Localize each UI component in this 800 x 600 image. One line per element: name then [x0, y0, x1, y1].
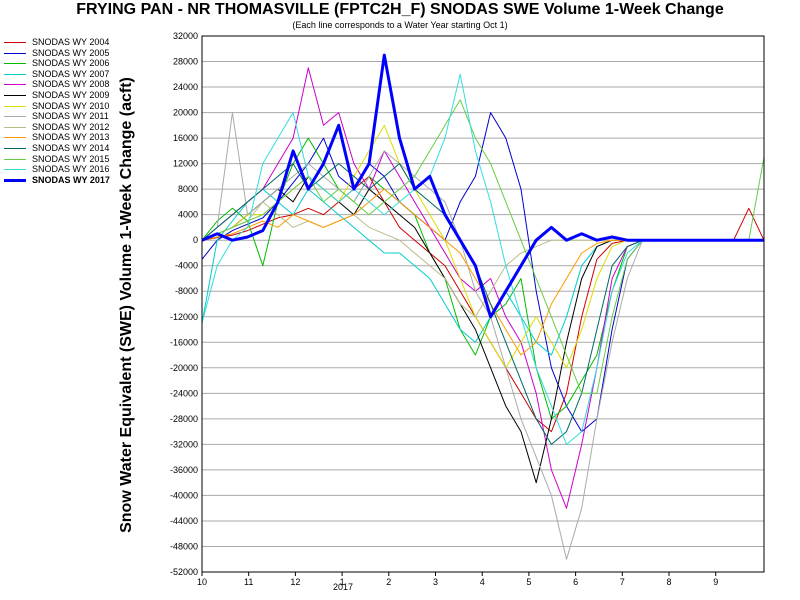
legend-label: SNODAS WY 2013 [32, 132, 110, 143]
grid-lines [202, 35, 764, 573]
legend-swatch [4, 137, 26, 139]
legend-item: SNODAS WY 2005 [4, 48, 154, 59]
x-tick-label: 3 [433, 577, 438, 587]
legend-item: SNODAS WY 2010 [4, 101, 154, 112]
legend-swatch [4, 94, 26, 96]
y-tick-label: -28000 [170, 414, 198, 424]
x-axis-year-label: 2017 [333, 582, 353, 592]
y-tick-label: 24000 [173, 82, 198, 92]
legend-label: SNODAS WY 2011 [32, 111, 109, 122]
x-tick-label: 4 [480, 577, 485, 587]
y-tick-label: -52000 [170, 567, 198, 577]
x-tick-label: 10 [197, 577, 207, 587]
y-tick-label: -20000 [170, 363, 198, 373]
legend-label: SNODAS WY 2014 [32, 142, 110, 153]
y-tick-label: 8000 [178, 184, 198, 194]
x-tick-label: 5 [526, 577, 531, 587]
legend-label: SNODAS WY 2007 [32, 68, 110, 79]
legend-item: SNODAS WY 2006 [4, 58, 154, 69]
legend-swatch [4, 169, 26, 171]
legend-label: SNODAS WY 2016 [32, 164, 110, 175]
legend-item: SNODAS WY 2008 [4, 79, 154, 90]
x-tick-label: 2 [386, 577, 391, 587]
legend-label: SNODAS WY 2004 [32, 37, 110, 47]
legend-swatch [4, 147, 26, 149]
legend-label: SNODAS WY 2015 [32, 153, 110, 164]
legend-swatch [4, 84, 26, 86]
legend-swatch [4, 52, 26, 54]
legend-item: SNODAS WY 2015 [4, 154, 154, 165]
x-tick-label: 12 [290, 577, 300, 587]
legend-label: SNODAS WY 2006 [32, 58, 110, 69]
legend-item: SNODAS WY 2007 [4, 69, 154, 80]
y-tick-label: -40000 [170, 490, 198, 500]
legend-label: SNODAS WY 2017 [32, 174, 110, 185]
y-tick-label: -36000 [170, 465, 198, 475]
x-axis-ticks: 10 11 12 1 2 3 4 5 6 7 8 9 [197, 572, 718, 587]
y-tick-label: 4000 [178, 210, 198, 220]
y-tick-label: -32000 [170, 439, 198, 449]
x-tick-label: 1 [340, 577, 345, 587]
legend-item: SNODAS WY 2016 [4, 164, 154, 175]
y-tick-label: 28000 [173, 57, 198, 67]
x-tick-label: 7 [620, 577, 625, 587]
legend-label: SNODAS WY 2008 [32, 79, 110, 90]
y-tick-label: -24000 [170, 388, 198, 398]
series-layer [201, 53, 765, 560]
legend-label: SNODAS WY 2010 [32, 100, 110, 111]
y-tick-label: 20000 [173, 108, 198, 118]
y-tick-label: 0 [193, 235, 198, 245]
legend-label: SNODAS WY 2012 [32, 121, 110, 132]
legend-swatch [4, 105, 26, 107]
y-tick-label: -8000 [175, 286, 198, 296]
legend-swatch [4, 73, 26, 75]
x-tick-label: 9 [713, 577, 718, 587]
y-tick-label: -48000 [170, 541, 198, 551]
legend-label: SNODAS WY 2005 [32, 47, 110, 58]
legend-item: SNODAS WY 2017 [4, 175, 154, 186]
legend-item: SNODAS WY 2011 [4, 111, 154, 122]
legend-label: SNODAS WY 2009 [32, 89, 110, 100]
legend-item: SNODAS WY 2014 [4, 143, 154, 154]
legend-swatch [4, 63, 26, 65]
y-tick-label: -12000 [170, 312, 198, 322]
legend-swatch [4, 178, 26, 182]
legend-swatch [4, 42, 26, 43]
y-tick-label: -44000 [170, 516, 198, 526]
y-tick-label: 32000 [173, 31, 198, 41]
x-tick-label: 8 [666, 577, 671, 587]
chart-title: FRYING PAN - NR THOMASVILLE (FPTC2H_F) S… [76, 1, 724, 18]
y-tick-label: -4000 [175, 261, 198, 271]
y-tick-label: -16000 [170, 337, 198, 347]
legend: SNODAS WY 2004 SNODAS WY 2005 SNODAS WY 20… [4, 37, 154, 185]
y-tick-label: 16000 [173, 133, 198, 143]
y-axis-ticks: 32000 28000 24000 20000 16000 12000 8000 4000 0 -… [170, 31, 198, 577]
chart-subtitle: (Each line corresponds to a Water Year s… [292, 20, 508, 30]
legend-item: SNODAS WY 2013 [4, 132, 154, 143]
legend-item: SNODAS WY 2009 [4, 90, 154, 101]
legend-item: SNODAS WY 2004 [4, 37, 154, 48]
legend-swatch [4, 158, 26, 160]
series-line-wy-2017 [201, 53, 764, 319]
y-tick-label: 12000 [173, 159, 198, 169]
plot-frame [201, 35, 765, 573]
x-tick-label: 11 [244, 577, 253, 587]
legend-item: SNODAS WY 2012 [4, 122, 154, 133]
x-tick-label: 6 [573, 577, 578, 587]
legend-swatch [4, 116, 26, 118]
legend-swatch [4, 126, 26, 128]
